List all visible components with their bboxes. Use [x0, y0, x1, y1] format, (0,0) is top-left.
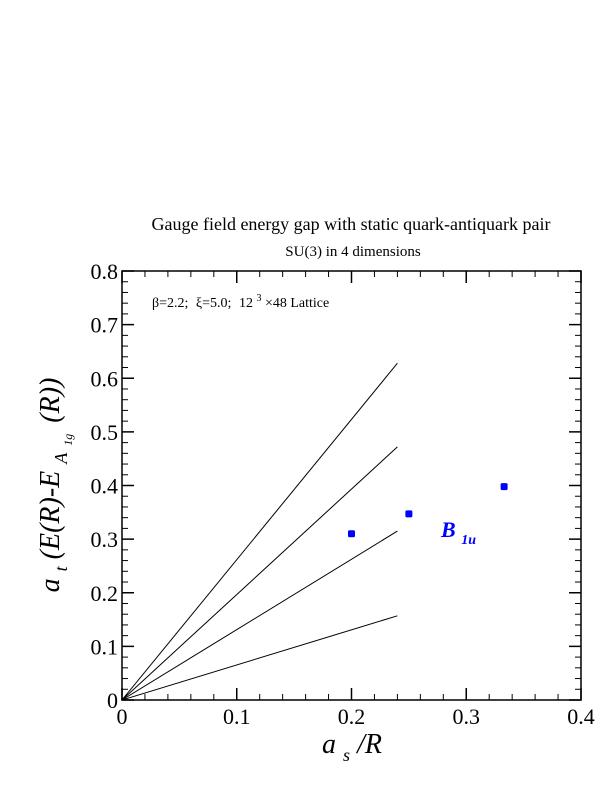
axis-tick-labels: 0 0.1 0.2 0.3 0.4 0 0.1 0.2 0.3 0.4 0.5 0.6 0.7 0.8 — [91, 259, 595, 729]
y-axis-label-subsub: 1g — [61, 434, 75, 446]
y-tick-label: 0.6 — [91, 366, 119, 391]
y-axis-label-prefix: a — [35, 578, 66, 592]
series-label: B 1u — [440, 517, 476, 548]
y-tick-label: 0.5 — [91, 420, 119, 445]
x-tick-label: 0.1 — [223, 704, 251, 729]
y-axis-label-tail: (R)) — [35, 378, 66, 423]
y-tick-label: 0.1 — [91, 634, 119, 659]
y-axis-label-prefix-sub: t — [51, 565, 71, 571]
x-tick-label: 0.2 — [338, 704, 366, 729]
reference-line-4 — [121, 362, 398, 701]
data-point-B1u — [405, 510, 413, 518]
x-tick-label: 0.3 — [453, 704, 481, 729]
x-axis-label: a s /R — [322, 729, 382, 768]
reference-line-1 — [121, 615, 398, 701]
annotation-lattice-base: 12 — [239, 296, 253, 311]
annotation-beta: β=2.2; — [152, 296, 188, 311]
series-label-main: B — [440, 517, 456, 542]
axis-ticks — [121, 270, 582, 701]
plot-frame — [121, 270, 582, 701]
y-tick-label: 0.7 — [91, 313, 119, 338]
y-tick-label: 0.2 — [91, 581, 119, 606]
data-points — [348, 483, 508, 538]
y-axis-label-body: (E(R)-E — [35, 471, 66, 560]
lattice-annotation: β=2.2; ξ=5.0; 12 3 ×48 Lattice — [152, 290, 329, 311]
y-tick-label: 0.3 — [91, 527, 119, 552]
y-tick-label: 0.4 — [91, 474, 119, 499]
annotation-lattice-rest: ×48 Lattice — [265, 296, 329, 311]
chart-title: Gauge field energy gap with static quark… — [151, 214, 550, 234]
y-axis-label: a t (E(R)-E A 1g (R)) — [35, 378, 79, 593]
x-tick-label: 0.4 — [567, 704, 595, 729]
chart-subtitle: SU(3) in 4 dimensions — [285, 244, 421, 260]
x-axis-label-sub: s — [343, 745, 350, 765]
data-point-B1u — [348, 530, 355, 538]
y-axis-label-sub: A — [51, 452, 71, 465]
x-axis-label-rest: /R — [355, 729, 382, 760]
x-tick-label: 0 — [117, 704, 128, 729]
y-tick-label: 0 — [107, 688, 118, 713]
annotation-xi: ξ=5.0; — [196, 296, 232, 311]
reference-line-2 — [121, 530, 398, 701]
series-label-sub: 1u — [461, 533, 476, 548]
annotation-lattice-exp: 3 — [256, 293, 261, 304]
x-axis-label-main: a — [322, 729, 336, 760]
reference-line-3 — [121, 446, 398, 701]
y-tick-label: 0.8 — [91, 259, 119, 284]
reference-lines — [121, 362, 398, 701]
data-point-B1u — [500, 483, 508, 491]
